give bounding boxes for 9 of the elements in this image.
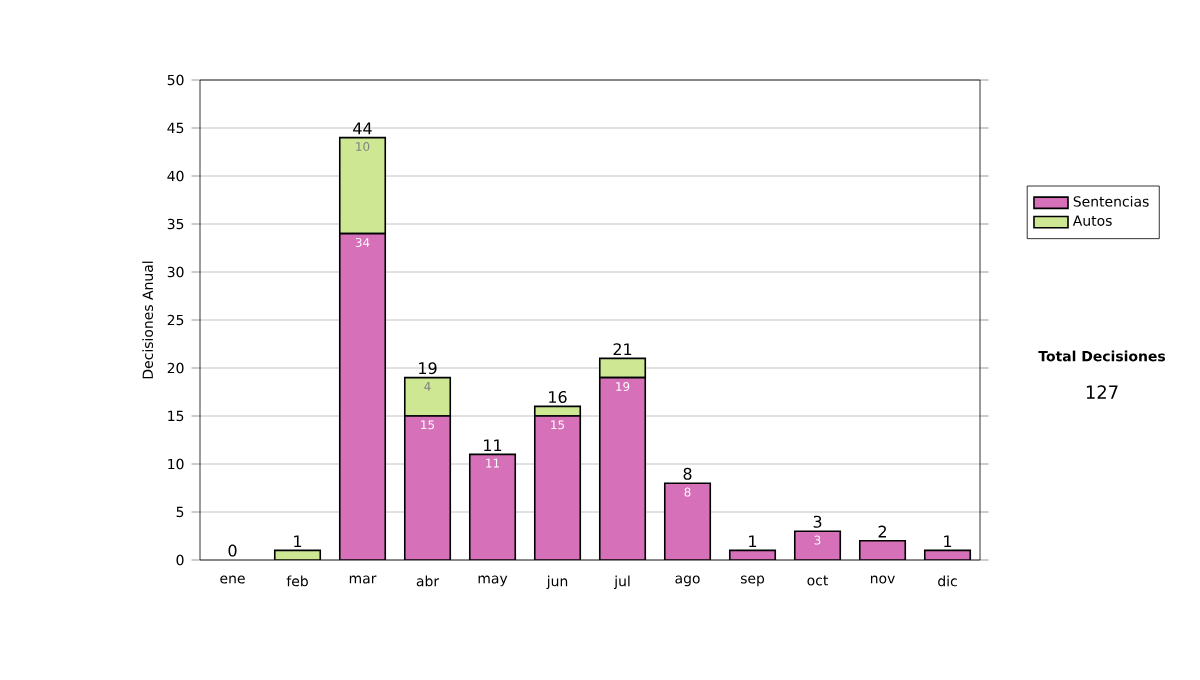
bar xyxy=(403,376,452,417)
bar xyxy=(338,136,387,235)
text: 127 xyxy=(1086,385,1118,399)
bar xyxy=(339,233,386,560)
bar xyxy=(404,416,451,560)
bar xyxy=(599,377,646,560)
bar xyxy=(664,483,711,560)
bar xyxy=(534,416,581,560)
bar xyxy=(469,454,516,560)
